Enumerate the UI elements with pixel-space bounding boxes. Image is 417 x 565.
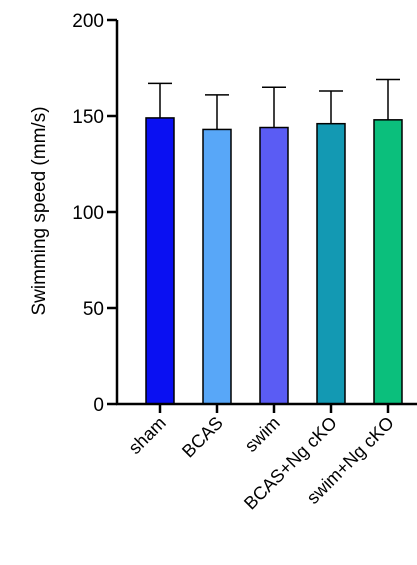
- y-tick-label: 100: [72, 203, 104, 224]
- bar-bcas-ng-cko: [316, 122, 346, 405]
- y-axis-title: Swimming speed (mm/s): [29, 106, 50, 315]
- error-bars: [148, 78, 400, 130]
- bar-swim: [259, 126, 289, 405]
- category-label: sham: [125, 413, 170, 458]
- y-tick-label: 0: [93, 395, 104, 416]
- y-tick-label: 150: [72, 107, 104, 128]
- bar-sham: [145, 117, 175, 405]
- category-label: swim: [241, 413, 284, 456]
- bar-swim-ng-cko: [373, 119, 403, 405]
- y-tick-label: 200: [72, 11, 104, 32]
- bars: [145, 117, 403, 405]
- bar-bcas: [202, 128, 232, 405]
- y-axis-ticks: 0 50 100 150 200: [72, 11, 117, 416]
- y-tick-label: 50: [83, 299, 104, 320]
- category-label: BCAS: [178, 413, 227, 462]
